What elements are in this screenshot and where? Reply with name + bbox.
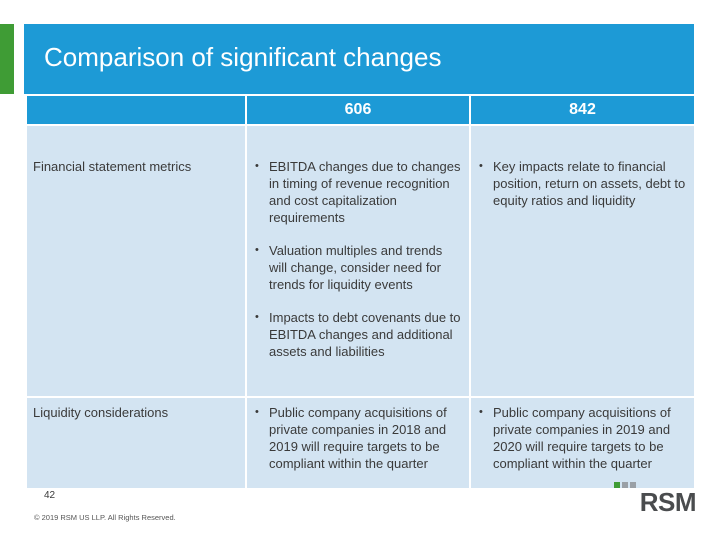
accent-bar xyxy=(0,24,14,94)
title-bar: Comparison of significant changes xyxy=(24,24,694,94)
bullet-list: • Key impacts relate to financial positio… xyxy=(471,158,694,209)
cell-842: • Public company acquisitions of private … xyxy=(471,398,694,490)
list-item: • EBITDA changes due to changes in timing… xyxy=(255,158,461,226)
bullet-list: • Public company acquisitions of private … xyxy=(247,404,469,472)
row-label-text: Liquidity considerations xyxy=(33,405,169,420)
row-label-text: Financial statement metrics xyxy=(33,159,192,174)
list-item: • Public company acquisitions of private … xyxy=(479,404,686,472)
list-item-text: Public company acquisitions of private c… xyxy=(493,405,671,471)
bullet-list: • EBITDA changes due to changes in timing… xyxy=(247,158,469,360)
bullet-icon: • xyxy=(479,406,483,418)
logo-text: RSM xyxy=(639,487,697,517)
list-item: • Impacts to debt covenants due to EBITDA… xyxy=(255,309,461,360)
row-label: Liquidity considerations xyxy=(27,398,247,490)
copyright-notice: © 2019 RSM US LLP. All Rights Reserved. xyxy=(34,513,176,522)
cell-606: • Public company acquisitions of private … xyxy=(247,398,471,490)
list-item: • Public company acquisitions of private … xyxy=(255,404,461,472)
list-item: • Key impacts relate to financial positio… xyxy=(479,158,686,209)
comparison-table: 606 842 Financial statement metrics • EBI… xyxy=(27,96,694,490)
cell-606: • EBITDA changes due to changes in timing… xyxy=(247,126,471,398)
row-label: Financial statement metrics xyxy=(27,126,247,398)
list-item: • Valuation multiples and trends will cha… xyxy=(255,242,461,293)
list-item-text: Valuation multiples and trends will chan… xyxy=(269,243,443,292)
list-item-text: Impacts to debt covenants due to EBITDA … xyxy=(269,310,461,359)
bullet-icon: • xyxy=(479,160,483,172)
rsm-logo: RSM xyxy=(614,482,697,517)
page-number: 42 xyxy=(44,490,56,501)
bullet-icon: • xyxy=(255,244,259,256)
header-cell-empty xyxy=(27,96,247,126)
list-item-text: Key impacts relate to financial position… xyxy=(493,159,686,208)
table-row: Liquidity considerations • Public company… xyxy=(27,398,694,490)
header-cell-606: 606 xyxy=(247,96,471,126)
list-item-text: EBITDA changes due to changes in timing … xyxy=(269,159,461,225)
bullet-icon: • xyxy=(255,160,259,172)
header-cell-842: 842 xyxy=(471,96,694,126)
cell-842: • Key impacts relate to financial positio… xyxy=(471,126,694,398)
bullet-list: • Public company acquisitions of private … xyxy=(471,404,694,472)
bullet-icon: • xyxy=(255,311,259,323)
table-header-row: 606 842 xyxy=(27,96,694,126)
slide-title: Comparison of significant changes xyxy=(44,42,442,72)
bullet-icon: • xyxy=(255,406,259,418)
list-item-text: Public company acquisitions of private c… xyxy=(269,405,447,471)
table-row: Financial statement metrics • EBITDA chan… xyxy=(27,126,694,398)
